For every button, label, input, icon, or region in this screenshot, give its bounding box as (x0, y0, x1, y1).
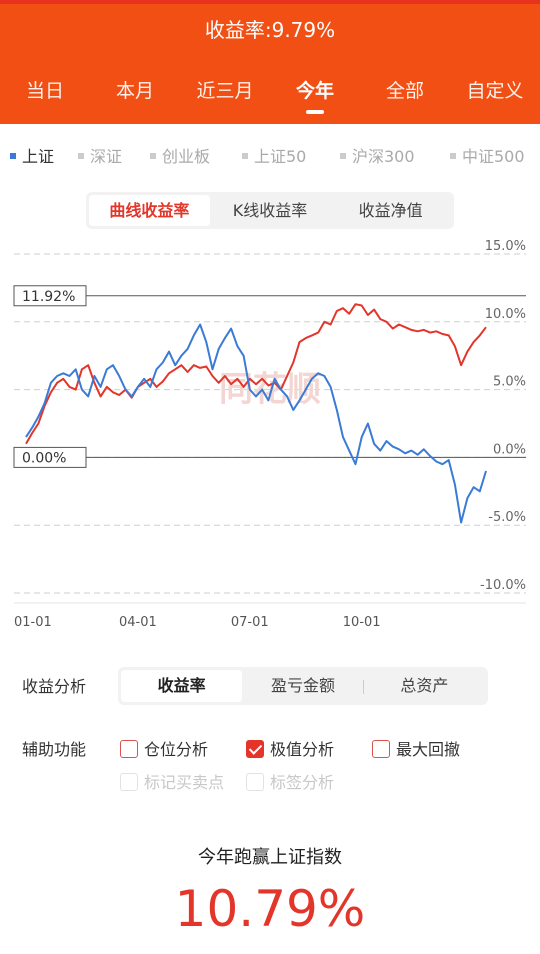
legend-dot-icon (340, 152, 346, 159)
divider (362, 680, 364, 694)
index-selector: 上证 深证 创业板 上证50 沪深300 中证500 (0, 143, 540, 167)
header-top-strip (0, 0, 540, 4)
index-shenzhen[interactable]: 深证 (78, 143, 122, 167)
active-tab-indicator (306, 110, 324, 114)
index-label: 深证 (90, 147, 123, 166)
y-tick-label: 0.0% (493, 442, 526, 457)
checkbox-label: 最大回撤 (396, 740, 461, 759)
checkbox-label: 标签分析 (270, 773, 335, 792)
legend-dot-icon (242, 152, 248, 159)
tab-all[interactable]: 全部 (385, 80, 424, 102)
analysis-tab-total-assets[interactable]: 总资产 (400, 676, 449, 695)
analysis-tab-pnl-label: 盈亏金额 (270, 676, 335, 695)
checkbox-extreme-analysis[interactable]: 极值分析 (246, 736, 334, 760)
checkbox-position-analysis[interactable]: 仓位分析 (120, 736, 208, 760)
return-chart[interactable]: 15.0% 10.0% 5.0% 0.0% -5.0% -10.0% 01-01 04-01 0… (0, 238, 540, 638)
y-tick-label: -10.0% (480, 578, 526, 593)
analysis-tab-pnl[interactable]: 盈亏金额 (242, 670, 364, 702)
checkbox-label: 仓位分析 (144, 740, 209, 759)
tab-this-month[interactable]: 本月 (115, 80, 154, 102)
index-label: 沪深300 (352, 147, 415, 166)
tab-this-year[interactable]: 今年 (270, 76, 360, 114)
chart-tab-kline-return[interactable]: K线收益率 (232, 201, 308, 220)
legend-dot-icon (78, 152, 84, 159)
x-tick-label: 07-01 (231, 615, 269, 630)
checkbox-label: 极值分析 (270, 740, 335, 759)
x-tick-label: 01-01 (14, 615, 52, 630)
index-sse50[interactable]: 上证50 (242, 143, 306, 167)
chart-type-selector: 曲线收益率 K线收益率 收益净值 (86, 192, 454, 229)
index-csi300[interactable]: 沪深300 (340, 143, 415, 167)
series-line-index (25, 323, 487, 524)
y-tick-label: -5.0% (488, 510, 526, 525)
aux-label: 辅助功能 (22, 740, 87, 759)
legend-dot-icon (450, 152, 456, 159)
header: 收益率:9.79% 当日 本月 近三月 今年 全部 自定义 (0, 0, 540, 124)
tab-today[interactable]: 当日 (25, 80, 64, 102)
chart-tab-net-value[interactable]: 收益净值 (358, 201, 423, 220)
legend-dot-icon (10, 152, 16, 159)
checkbox-label: 标记买卖点 (144, 773, 225, 792)
zero-marker-box (13, 446, 87, 468)
chart-tab-curve-return[interactable]: 曲线收益率 (89, 195, 210, 226)
index-label: 上证50 (254, 147, 307, 166)
x-tick-label: 10-01 (343, 615, 381, 630)
x-tick-label: 04-01 (119, 615, 157, 630)
analysis-label: 收益分析 (22, 677, 87, 696)
beat-index-value: 10.79% (174, 880, 366, 938)
series-line-portfolio (25, 303, 487, 445)
checkbox-icon (372, 739, 390, 758)
index-label: 创业板 (162, 147, 211, 166)
analysis-selector: 收益率 盈亏金额 总资产 (118, 667, 488, 705)
index-label: 上证 (22, 147, 55, 166)
y-tick-label: 15.0% (485, 239, 526, 254)
tab-this-year-label: 今年 (295, 80, 334, 102)
page-title: 收益率:9.79% (204, 18, 336, 42)
period-tabs: 当日 本月 近三月 今年 全部 自定义 (0, 76, 540, 114)
checkbox-checked-icon (246, 739, 264, 758)
watermark-text: 同花顺 (219, 369, 321, 409)
index-chinext[interactable]: 创业板 (150, 143, 210, 167)
tab-custom[interactable]: 自定义 (466, 80, 524, 102)
checkbox-max-drawdown[interactable]: 最大回撤 (372, 736, 460, 760)
checkbox-icon (246, 772, 264, 791)
max-marker-box (13, 285, 87, 307)
index-label: 中证500 (462, 147, 525, 166)
checkbox-mark-trades[interactable]: 标记买卖点 (120, 769, 224, 793)
checkbox-icon (120, 772, 138, 791)
y-tick-label: 5.0% (493, 375, 526, 390)
analysis-tab-return-rate[interactable]: 收益率 (121, 670, 243, 702)
index-shanghai[interactable]: 上证 (10, 143, 54, 167)
checkbox-icon (120, 739, 138, 758)
legend-dot-icon (150, 152, 156, 159)
beat-index-label: 今年跑赢上证指数 (198, 847, 342, 868)
checkbox-tag-analysis[interactable]: 标签分析 (246, 769, 334, 793)
zero-marker-label: 0.00% (22, 450, 66, 466)
index-csi500[interactable]: 中证500 (450, 143, 525, 167)
tab-last-3-months[interactable]: 近三月 (196, 80, 254, 102)
max-marker-label: 11.92% (22, 289, 75, 305)
y-tick-label: 10.0% (485, 307, 526, 322)
